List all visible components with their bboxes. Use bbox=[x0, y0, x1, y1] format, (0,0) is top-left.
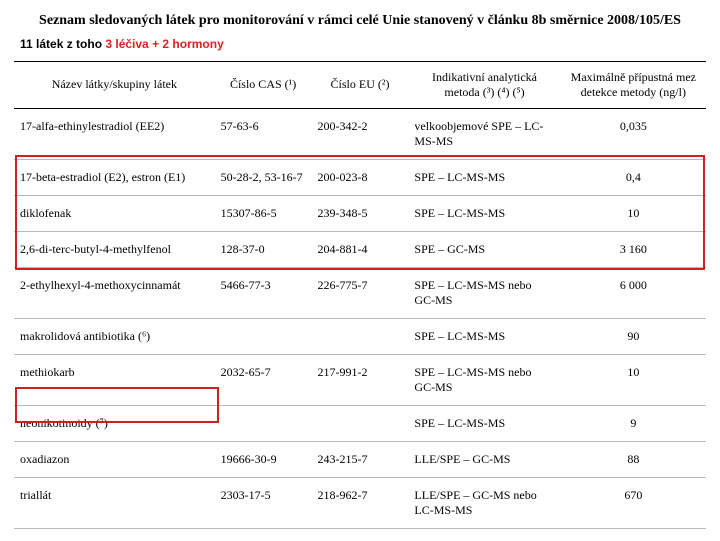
cell-cas bbox=[215, 405, 312, 441]
cell-eu: 204-881-4 bbox=[312, 231, 409, 267]
table-row: 2-ethylhexyl-4-methoxycinnamát5466-77-32… bbox=[14, 267, 706, 318]
table-header-row: Název látky/skupiny látek Číslo CAS (¹) … bbox=[14, 61, 706, 108]
table-row: triallát2303-17-5218-962-7LLE/SPE – GC-M… bbox=[14, 477, 706, 528]
cell-limit: 670 bbox=[561, 477, 706, 528]
table-row: 2,6-di-terc-butyl-4-methylfenol128-37-02… bbox=[14, 231, 706, 267]
col-eu: Číslo EU (²) bbox=[312, 61, 409, 108]
page-title: Seznam sledovaných látek pro monitorován… bbox=[14, 12, 706, 35]
cell-eu bbox=[312, 318, 409, 354]
col-limit: Maximálně přípustná mez detekce metody (… bbox=[561, 61, 706, 108]
cell-method: SPE – GC-MS bbox=[408, 231, 560, 267]
cell-limit: 88 bbox=[561, 441, 706, 477]
cell-eu: 200-023-8 bbox=[312, 159, 409, 195]
cell-name: triallát bbox=[14, 477, 215, 528]
cell-cas: 128-37-0 bbox=[215, 231, 312, 267]
table-body: 17-alfa-ethinylestradiol (EE2)57-63-6200… bbox=[14, 108, 706, 528]
cell-eu: 200-342-2 bbox=[312, 108, 409, 159]
cell-eu: 239-348-5 bbox=[312, 195, 409, 231]
table-row: diklofenak15307-86-5239-348-5SPE – LC-MS… bbox=[14, 195, 706, 231]
cell-method: velkoobjemové SPE – LC-MS-MS bbox=[408, 108, 560, 159]
cell-name: methiokarb bbox=[14, 354, 215, 405]
cell-method: SPE – LC-MS-MS nebo GC-MS bbox=[408, 354, 560, 405]
table-row: 17-alfa-ethinylestradiol (EE2)57-63-6200… bbox=[14, 108, 706, 159]
subtitle-red: 3 léčiva + 2 hormony bbox=[105, 37, 223, 51]
cell-eu: 243-215-7 bbox=[312, 441, 409, 477]
cell-limit: 0,4 bbox=[561, 159, 706, 195]
cell-limit: 10 bbox=[561, 195, 706, 231]
cell-limit: 90 bbox=[561, 318, 706, 354]
cell-cas bbox=[215, 318, 312, 354]
cell-cas: 15307-86-5 bbox=[215, 195, 312, 231]
cell-eu bbox=[312, 405, 409, 441]
cell-method: LLE/SPE – GC-MS nebo LC-MS-MS bbox=[408, 477, 560, 528]
cell-name: diklofenak bbox=[14, 195, 215, 231]
cell-method: SPE – LC-MS-MS bbox=[408, 159, 560, 195]
cell-limit: 6 000 bbox=[561, 267, 706, 318]
cell-method: SPE – LC-MS-MS bbox=[408, 318, 560, 354]
table-row: 17-beta-estradiol (E2), estron (E1)50-28… bbox=[14, 159, 706, 195]
cell-cas: 5466-77-3 bbox=[215, 267, 312, 318]
cell-limit: 10 bbox=[561, 354, 706, 405]
table-row: makrolidová antibiotika (⁶) SPE – LC-MS-M… bbox=[14, 318, 706, 354]
table-row: methiokarb2032-65-7217-991-2SPE – LC-MS-… bbox=[14, 354, 706, 405]
table-row: neonikotinoidy (⁷) SPE – LC-MS-MS9 bbox=[14, 405, 706, 441]
cell-name: oxadiazon bbox=[14, 441, 215, 477]
table-wrap: Název látky/skupiny látek Číslo CAS (¹) … bbox=[14, 61, 706, 529]
cell-cas: 2032-65-7 bbox=[215, 354, 312, 405]
cell-name: 17-beta-estradiol (E2), estron (E1) bbox=[14, 159, 215, 195]
substances-table: Název látky/skupiny látek Číslo CAS (¹) … bbox=[14, 61, 706, 529]
cell-name: 17-alfa-ethinylestradiol (EE2) bbox=[14, 108, 215, 159]
cell-cas: 50-28-2, 53-16-7 bbox=[215, 159, 312, 195]
cell-name: makrolidová antibiotika (⁶) bbox=[14, 318, 215, 354]
cell-limit: 9 bbox=[561, 405, 706, 441]
cell-method: SPE – LC-MS-MS bbox=[408, 405, 560, 441]
col-method: Indikativní analytická metoda (³) (⁴) (⁵… bbox=[408, 61, 560, 108]
cell-name: neonikotinoidy (⁷) bbox=[14, 405, 215, 441]
cell-method: SPE – LC-MS-MS nebo GC-MS bbox=[408, 267, 560, 318]
table-row: oxadiazon19666-30-9243-215-7LLE/SPE – GC… bbox=[14, 441, 706, 477]
cell-eu: 218-962-7 bbox=[312, 477, 409, 528]
cell-limit: 3 160 bbox=[561, 231, 706, 267]
cell-eu: 217-991-2 bbox=[312, 354, 409, 405]
cell-cas: 57-63-6 bbox=[215, 108, 312, 159]
col-name: Název látky/skupiny látek bbox=[14, 61, 215, 108]
cell-method: SPE – LC-MS-MS bbox=[408, 195, 560, 231]
cell-limit: 0,035 bbox=[561, 108, 706, 159]
cell-method: LLE/SPE – GC-MS bbox=[408, 441, 560, 477]
col-cas: Číslo CAS (¹) bbox=[215, 61, 312, 108]
cell-name: 2-ethylhexyl-4-methoxycinnamát bbox=[14, 267, 215, 318]
subtitle-prefix: 11 látek z toho bbox=[20, 37, 105, 51]
cell-cas: 19666-30-9 bbox=[215, 441, 312, 477]
cell-name: 2,6-di-terc-butyl-4-methylfenol bbox=[14, 231, 215, 267]
subtitle: 11 látek z toho 3 léčiva + 2 hormony bbox=[14, 35, 706, 61]
cell-cas: 2303-17-5 bbox=[215, 477, 312, 528]
cell-eu: 226-775-7 bbox=[312, 267, 409, 318]
